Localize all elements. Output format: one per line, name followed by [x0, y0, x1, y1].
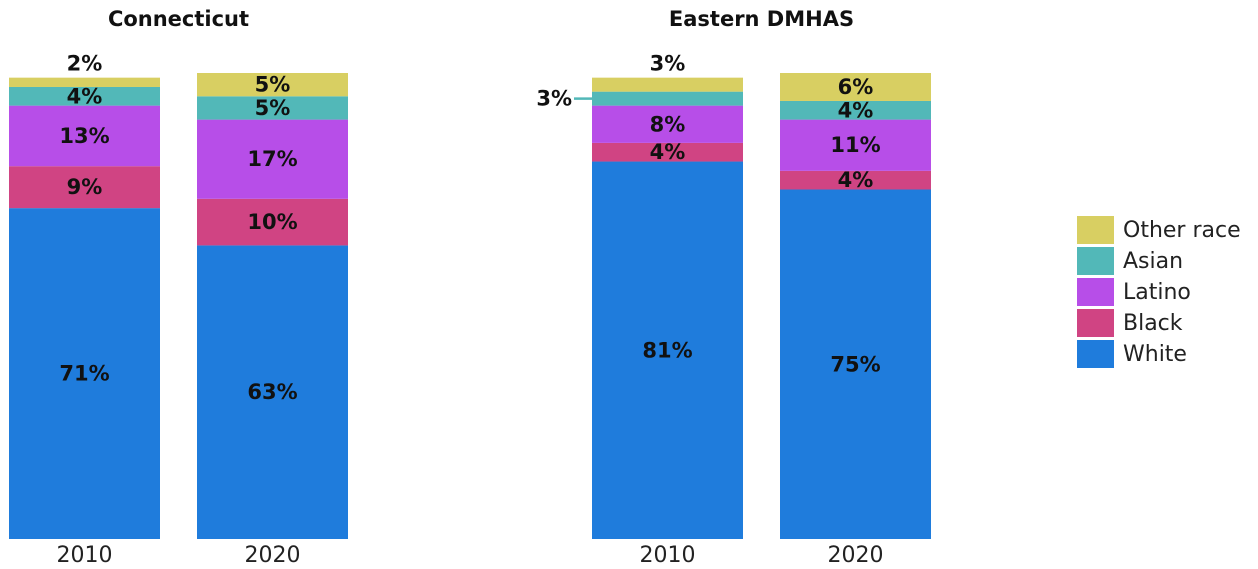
legend-label: Latino [1123, 280, 1191, 305]
bar-segment [197, 245, 348, 540]
bar-segment [780, 189, 931, 539]
bar-segment [9, 208, 160, 539]
bar-segment [780, 170, 931, 190]
bar-segment [780, 100, 931, 120]
bar-segment [9, 166, 160, 209]
chart-title: Connecticut [108, 7, 249, 31]
bar-segment [592, 142, 743, 162]
value-label: 4% [838, 168, 874, 192]
value-label: 11% [830, 133, 880, 157]
value-label: 5% [255, 73, 291, 97]
bar-segment [9, 86, 160, 106]
x-tick-label: 2010 [57, 543, 113, 568]
bar-segment [197, 119, 348, 199]
legend-swatch [1077, 309, 1114, 337]
value-label: 4% [650, 140, 686, 164]
bar-segment [592, 77, 743, 92]
value-label: 4% [67, 84, 103, 108]
chart-title: Eastern DMHAS [669, 7, 854, 31]
value-label: 8% [650, 112, 686, 136]
legend-swatch [1077, 216, 1114, 244]
legend-label: White [1123, 342, 1187, 367]
value-label: 3% [536, 87, 572, 111]
value-label: 6% [838, 75, 874, 99]
value-label: 2% [67, 52, 103, 76]
value-label: 63% [247, 380, 297, 404]
bar-segment [197, 198, 348, 246]
x-tick-label: 2020 [828, 543, 884, 568]
value-label: 71% [59, 362, 109, 386]
legend-swatch [1077, 340, 1114, 368]
bar-segment [9, 77, 160, 87]
bar-segment [592, 161, 743, 540]
x-tick-label: 2020 [245, 543, 301, 568]
value-label: 75% [830, 352, 880, 376]
legend-swatch [1077, 247, 1114, 275]
legend-label: Asian [1123, 249, 1183, 274]
bar-segment [780, 119, 931, 171]
value-label: 17% [247, 147, 297, 171]
value-label: 10% [247, 210, 297, 234]
value-label: 9% [67, 175, 103, 199]
value-label: 3% [650, 52, 686, 76]
legend-label: Other race [1123, 218, 1241, 243]
bar-segment [592, 105, 743, 143]
value-label: 5% [255, 96, 291, 120]
value-label: 4% [838, 98, 874, 122]
value-label: 13% [59, 124, 109, 148]
bar-segment [197, 73, 348, 97]
bar-segment [9, 105, 160, 167]
legend-swatch [1077, 278, 1114, 306]
legend-label: Black [1123, 311, 1183, 336]
bar-segment [197, 96, 348, 120]
value-label: 81% [642, 338, 692, 362]
bar-segment [780, 73, 931, 101]
x-tick-label: 2010 [640, 543, 696, 568]
